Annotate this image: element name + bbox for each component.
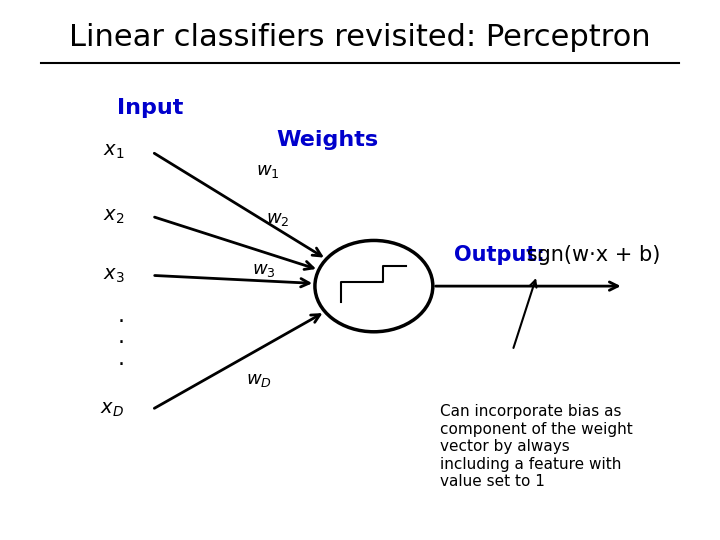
- Text: $w_{3}$: $w_{3}$: [253, 261, 276, 279]
- Text: .: .: [117, 349, 124, 369]
- Text: $x_{3}$: $x_{3}$: [102, 266, 124, 285]
- Text: Input: Input: [117, 98, 184, 118]
- Text: $w_{D}$: $w_{D}$: [246, 371, 271, 389]
- Text: $x_{1}$: $x_{1}$: [103, 143, 124, 161]
- Text: Output:: Output:: [454, 245, 544, 265]
- Text: Linear classifiers revisited: Perceptron: Linear classifiers revisited: Perceptron: [69, 23, 651, 52]
- Text: sgn(w·x + b): sgn(w·x + b): [520, 245, 660, 265]
- Text: .: .: [117, 306, 124, 326]
- Text: $x_{D}$: $x_{D}$: [100, 400, 124, 419]
- Text: $w_{1}$: $w_{1}$: [256, 161, 279, 180]
- Text: Weights: Weights: [276, 130, 379, 150]
- Text: $x_{2}$: $x_{2}$: [103, 207, 124, 226]
- Text: Can incorporate bias as
component of the weight
vector by always
including a fea: Can incorporate bias as component of the…: [440, 404, 632, 489]
- Text: .: .: [117, 327, 124, 347]
- Text: $w_{2}$: $w_{2}$: [266, 210, 290, 228]
